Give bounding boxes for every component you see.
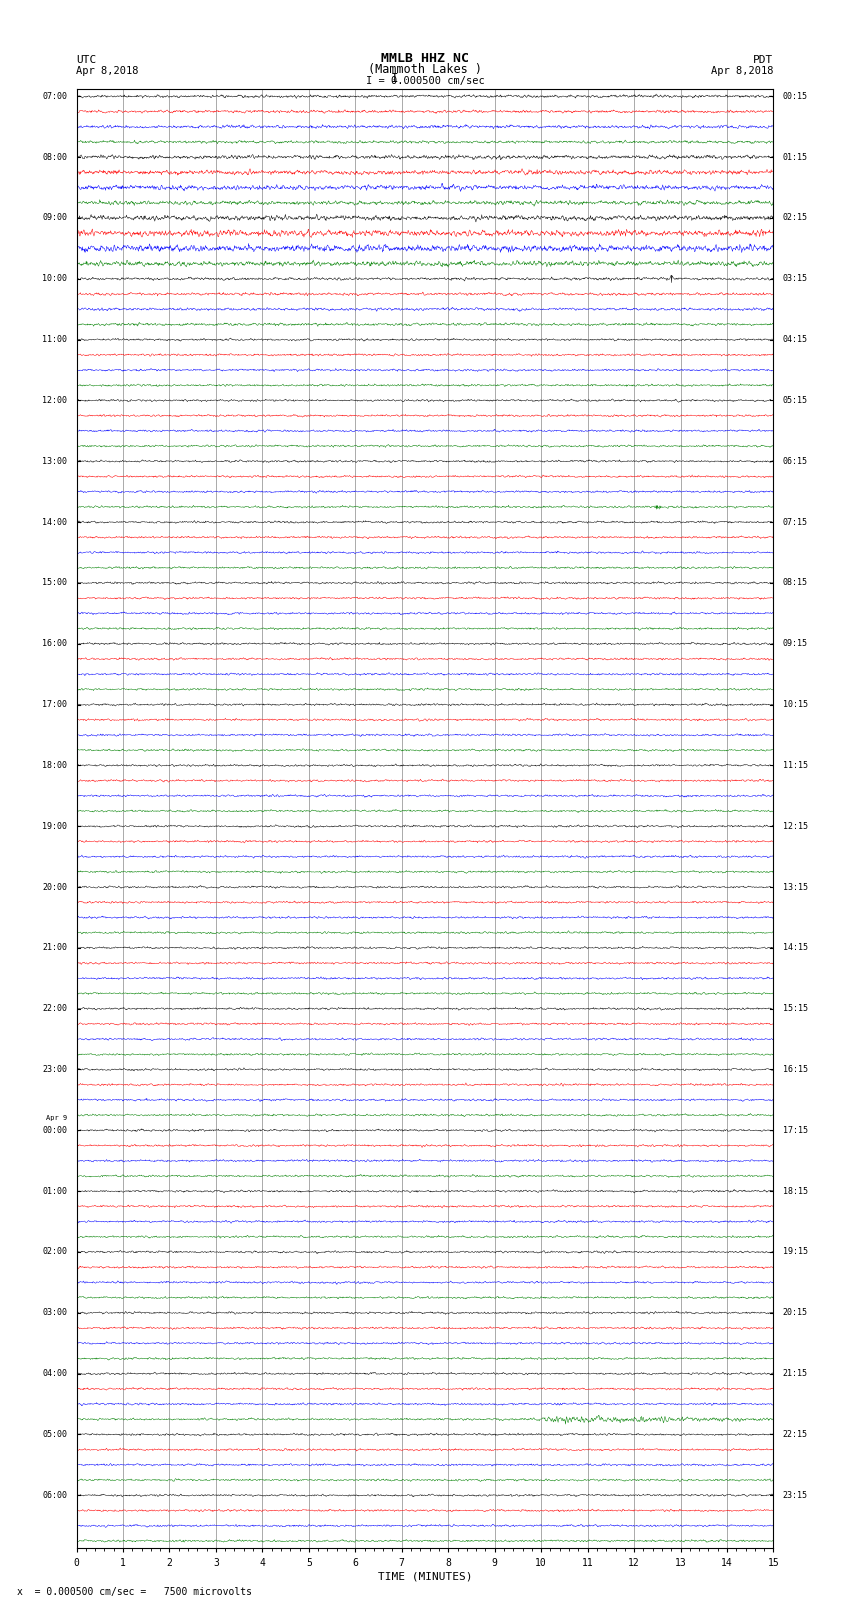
- Text: I: I: [391, 71, 398, 84]
- Text: 05:00: 05:00: [42, 1431, 67, 1439]
- Text: PDT: PDT: [753, 55, 774, 65]
- X-axis label: TIME (MINUTES): TIME (MINUTES): [377, 1571, 473, 1582]
- Text: 01:15: 01:15: [783, 153, 808, 161]
- Text: 07:00: 07:00: [42, 92, 67, 102]
- Text: 06:00: 06:00: [42, 1490, 67, 1500]
- Text: (Mammoth Lakes ): (Mammoth Lakes ): [368, 63, 482, 76]
- Text: 14:00: 14:00: [42, 518, 67, 526]
- Text: 11:15: 11:15: [783, 761, 808, 769]
- Text: 01:00: 01:00: [42, 1187, 67, 1195]
- Text: x  = 0.000500 cm/sec =   7500 microvolts: x = 0.000500 cm/sec = 7500 microvolts: [17, 1587, 252, 1597]
- Text: Apr 8,2018: Apr 8,2018: [711, 66, 774, 76]
- Text: 04:00: 04:00: [42, 1369, 67, 1378]
- Text: 02:00: 02:00: [42, 1247, 67, 1257]
- Text: UTC: UTC: [76, 55, 97, 65]
- Text: 02:15: 02:15: [783, 213, 808, 223]
- Text: Apr 9: Apr 9: [46, 1115, 67, 1121]
- Text: 12:00: 12:00: [42, 395, 67, 405]
- Text: 13:15: 13:15: [783, 882, 808, 892]
- Text: 18:15: 18:15: [783, 1187, 808, 1195]
- Text: 08:00: 08:00: [42, 153, 67, 161]
- Text: 10:00: 10:00: [42, 274, 67, 284]
- Text: 13:00: 13:00: [42, 456, 67, 466]
- Text: 21:15: 21:15: [783, 1369, 808, 1378]
- Text: 19:00: 19:00: [42, 821, 67, 831]
- Text: 12:15: 12:15: [783, 821, 808, 831]
- Text: 19:15: 19:15: [783, 1247, 808, 1257]
- Text: 11:00: 11:00: [42, 336, 67, 344]
- Text: 06:15: 06:15: [783, 456, 808, 466]
- Text: 15:00: 15:00: [42, 579, 67, 587]
- Text: 10:15: 10:15: [783, 700, 808, 710]
- Text: 23:15: 23:15: [783, 1490, 808, 1500]
- Text: 15:15: 15:15: [783, 1005, 808, 1013]
- Text: 14:15: 14:15: [783, 944, 808, 952]
- Text: Apr 8,2018: Apr 8,2018: [76, 66, 139, 76]
- Text: 22:00: 22:00: [42, 1005, 67, 1013]
- Text: 23:00: 23:00: [42, 1065, 67, 1074]
- Text: 09:15: 09:15: [783, 639, 808, 648]
- Text: 00:15: 00:15: [783, 92, 808, 102]
- Text: 20:15: 20:15: [783, 1308, 808, 1318]
- Text: 20:00: 20:00: [42, 882, 67, 892]
- Text: 08:15: 08:15: [783, 579, 808, 587]
- Text: 21:00: 21:00: [42, 944, 67, 952]
- Text: 09:00: 09:00: [42, 213, 67, 223]
- Text: 04:15: 04:15: [783, 336, 808, 344]
- Text: 16:00: 16:00: [42, 639, 67, 648]
- Text: 05:15: 05:15: [783, 395, 808, 405]
- Text: MMLB HHZ NC: MMLB HHZ NC: [381, 52, 469, 65]
- Text: 07:15: 07:15: [783, 518, 808, 526]
- Text: 16:15: 16:15: [783, 1065, 808, 1074]
- Text: 03:15: 03:15: [783, 274, 808, 284]
- Text: 18:00: 18:00: [42, 761, 67, 769]
- Text: 00:00: 00:00: [42, 1126, 67, 1136]
- Text: 22:15: 22:15: [783, 1431, 808, 1439]
- Text: 17:15: 17:15: [783, 1126, 808, 1136]
- Text: I = 0.000500 cm/sec: I = 0.000500 cm/sec: [366, 76, 484, 85]
- Text: 17:00: 17:00: [42, 700, 67, 710]
- Text: 03:00: 03:00: [42, 1308, 67, 1318]
